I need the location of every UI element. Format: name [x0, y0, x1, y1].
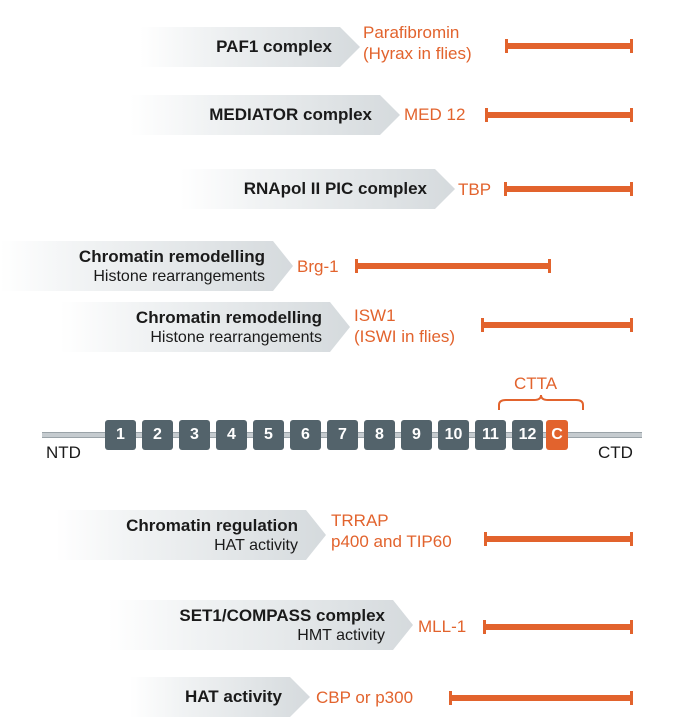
repeat-box: 4: [216, 420, 247, 450]
partner-label-med12: MED 12: [404, 105, 466, 124]
interaction-label-line1: PAF1 complex: [216, 37, 332, 56]
binding-region-bar: [449, 691, 633, 705]
repeat-box-c-terminal: C: [546, 420, 568, 450]
repeat-box: 1: [105, 420, 136, 450]
binding-region-bar: [504, 182, 633, 196]
interaction-label-line1: SET1/COMPASS complex: [179, 605, 385, 625]
repeat-box: 10: [438, 420, 469, 450]
repeat-box: 12: [512, 420, 543, 450]
binding-region-bar: [355, 259, 551, 273]
ctta-label: CTTA: [514, 374, 558, 393]
interaction-label-line2: Histone rearrangements: [150, 328, 322, 346]
partner-label-trrap: TRRAP p400 and TIP60: [331, 511, 452, 551]
binding-region-bar: [483, 620, 633, 634]
interaction-label-hat-activity: HAT activity: [130, 677, 310, 717]
interaction-label-line1: MEDIATOR complex: [209, 105, 372, 124]
partner-label-tbp: TBP: [458, 180, 492, 199]
interaction-label-chromatin-remodelling: Chromatin remodelling Histone rearrangem…: [0, 241, 293, 291]
repeat-box: 11: [475, 420, 506, 450]
interaction-label-line2: Histone rearrangements: [93, 267, 265, 285]
interaction-label-chromatin-regulation: Chromatin regulation HAT activity: [56, 510, 326, 560]
binding-region-bar: [485, 108, 633, 122]
repeat-box: 8: [364, 420, 395, 450]
ctd-label: CTD: [598, 443, 633, 462]
binding-region-bar: [505, 39, 633, 53]
ntd-label: NTD: [46, 443, 81, 462]
repeat-box: 2: [142, 420, 173, 450]
interaction-label-line1: HAT activity: [185, 687, 282, 706]
interaction-label-line2: HAT activity: [214, 536, 298, 554]
interaction-label-line2: HMT activity: [297, 626, 385, 644]
partner-label-isw1: ISW1 (ISWI in flies): [354, 306, 456, 346]
partner-label-mll1: MLL-1: [418, 617, 467, 636]
interaction-label-line1: Chromatin remodelling: [78, 246, 265, 266]
repeat-box: 9: [401, 420, 432, 450]
repeat-box: 6: [290, 420, 321, 450]
interaction-label-line1: Chromatin regulation: [126, 515, 298, 535]
repeat-box: 5: [253, 420, 284, 450]
repeat-box: 3: [179, 420, 210, 450]
interaction-label-rnapol: RNApol II PIC complex: [180, 169, 455, 209]
interaction-label-line1: RNApol II PIC complex: [243, 179, 427, 198]
partner-label-brg1: Brg-1: [297, 257, 339, 276]
interaction-label-paf1: PAF1 complex: [140, 27, 360, 67]
repeat-box: 7: [327, 420, 358, 450]
binding-region-bar: [481, 318, 633, 332]
interaction-label-set1-compass: SET1/COMPASS complex HMT activity: [108, 600, 413, 650]
binding-region-bar: [484, 532, 633, 546]
interaction-label-chromatin-remodelling: Chromatin remodelling Histone rearrangem…: [60, 302, 350, 352]
partner-label-parafibromin: Parafibromin (Hyrax in flies): [363, 23, 472, 63]
partner-label-cbp-p300: CBP or p300: [316, 688, 414, 707]
ctta-bracket: [498, 394, 584, 410]
interaction-label-mediator: MEDIATOR complex: [130, 95, 400, 135]
interaction-label-line1: Chromatin remodelling: [135, 307, 322, 327]
